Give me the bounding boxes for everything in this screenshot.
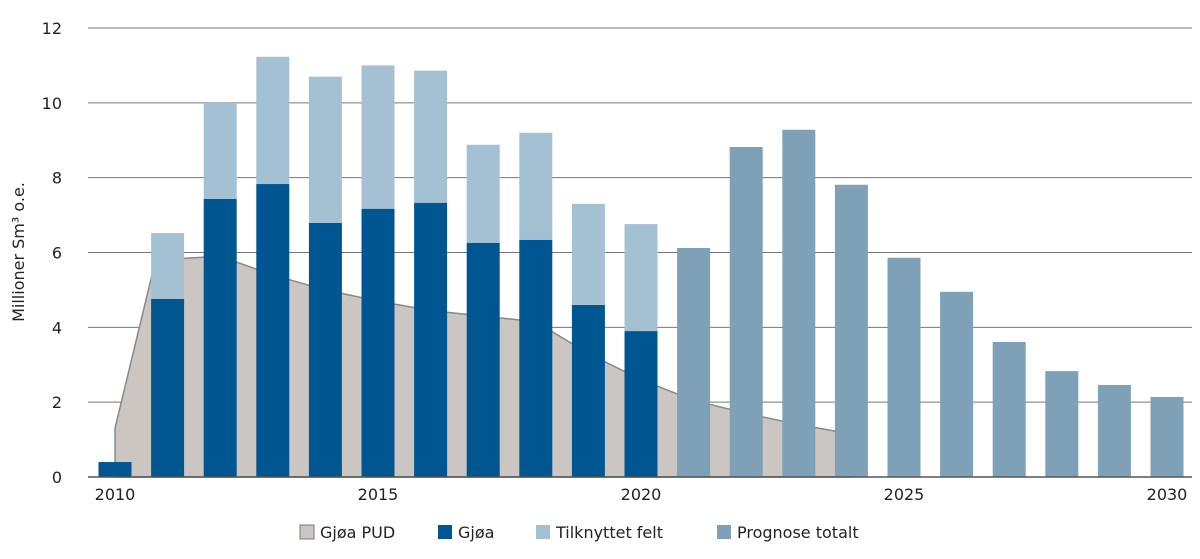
bar-tilknyttet-felt-2020 xyxy=(624,224,658,332)
bar-gjoa-2020 xyxy=(624,331,658,477)
y-tick-label: 6 xyxy=(52,244,62,263)
bar-gjoa-2013 xyxy=(256,184,290,477)
bar-prognose-2028 xyxy=(1045,371,1079,477)
y-axis-label: Millioner Sm³ o.e. xyxy=(9,182,28,322)
bar-prognose-2027 xyxy=(992,341,1026,477)
y-tick-label: 12 xyxy=(42,19,62,38)
legend-swatch xyxy=(438,525,452,539)
bar-tilknyttet-felt-2017 xyxy=(466,144,500,243)
bar-tilknyttet-felt-2018 xyxy=(519,132,553,240)
bar-gjoa-2015 xyxy=(361,208,395,477)
y-tick-label: 10 xyxy=(42,94,62,113)
bar-gjoa-2017 xyxy=(466,242,500,477)
bar-gjoa-2019 xyxy=(571,304,605,477)
bar-prognose-2023 xyxy=(782,129,816,478)
legend-swatch xyxy=(717,525,731,539)
bar-tilknyttet-felt-2019 xyxy=(571,203,605,305)
bar-gjoa-2012 xyxy=(203,198,237,477)
x-tick-label: 2025 xyxy=(884,485,925,504)
y-tick-label: 8 xyxy=(52,169,62,188)
bar-tilknyttet-felt-2015 xyxy=(361,65,395,209)
bar-gjoa-2016 xyxy=(414,202,448,477)
bar-tilknyttet-felt-2011 xyxy=(151,233,185,299)
bar-gjoa-2018 xyxy=(519,239,553,477)
y-tick-label: 2 xyxy=(52,393,62,412)
legend-label: Gjøa PUD xyxy=(320,523,395,542)
x-tick-label: 2030 xyxy=(1147,485,1188,504)
legend-swatch xyxy=(536,525,550,539)
legend-label: Gjøa xyxy=(458,523,494,542)
legend-label: Tilknyttet felt xyxy=(555,523,663,542)
x-tick-label: 2020 xyxy=(621,485,662,504)
bar-tilknyttet-felt-2012 xyxy=(203,102,237,199)
bar-tilknyttet-felt-2013 xyxy=(256,56,290,185)
bar-prognose-2021 xyxy=(677,248,711,477)
bar-gjoa-2014 xyxy=(308,222,342,477)
legend-label: Prognose totalt xyxy=(737,523,859,542)
legend-swatch xyxy=(299,524,315,540)
bar-prognose-2024 xyxy=(834,184,868,478)
bar-prognose-2029 xyxy=(1097,384,1131,477)
bar-prognose-2022 xyxy=(729,146,763,478)
y-tick-label: 4 xyxy=(52,318,62,337)
x-tick-label: 2010 xyxy=(95,485,136,504)
bar-prognose-2025 xyxy=(887,257,921,477)
bar-prognose-2030 xyxy=(1150,396,1184,477)
bar-prognose-2026 xyxy=(940,291,974,477)
bar-tilknyttet-felt-2016 xyxy=(414,70,448,203)
bar-gjoa-2010 xyxy=(98,462,132,477)
x-tick-label: 2015 xyxy=(358,485,399,504)
bar-gjoa-2011 xyxy=(151,298,185,477)
bar-tilknyttet-felt-2014 xyxy=(308,76,342,223)
y-tick-label: 0 xyxy=(52,468,62,487)
